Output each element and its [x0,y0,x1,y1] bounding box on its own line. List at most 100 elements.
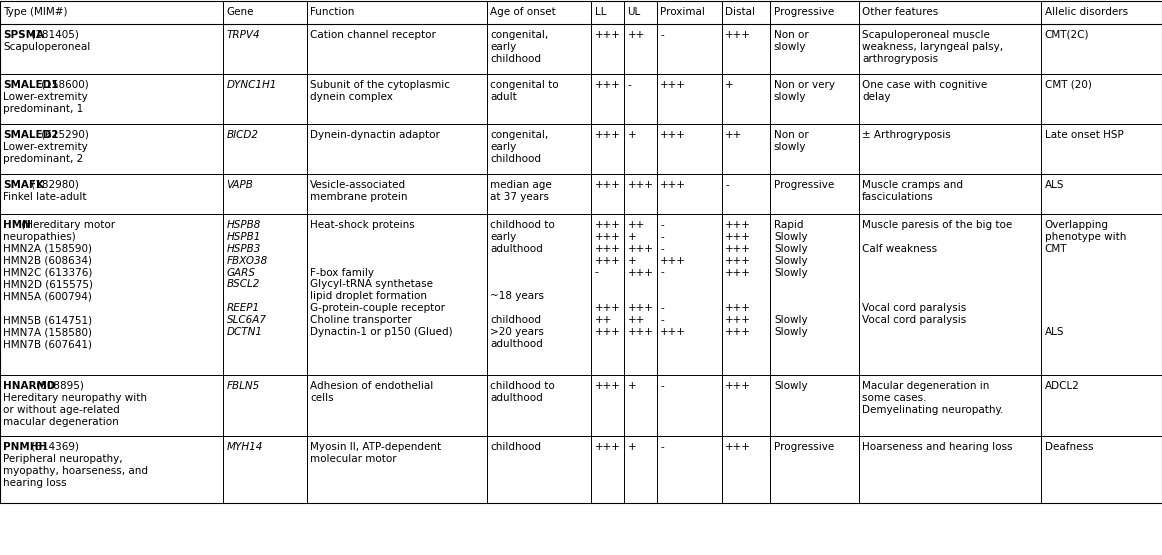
Text: dynein complex: dynein complex [310,92,393,102]
Bar [722,74,770,124]
Text: Hoarseness and hearing loss: Hoarseness and hearing loss [862,442,1013,452]
Bar [223,124,307,174]
Text: -: - [660,381,664,391]
Text: -: - [660,30,664,40]
Bar [624,24,657,74]
Text: +++: +++ [725,244,751,254]
Bar [722,214,770,375]
Text: LL: LL [595,7,607,17]
Text: Lower-extremity: Lower-extremity [3,142,88,152]
Bar [859,214,1041,375]
Text: Lower-extremity: Lower-extremity [3,92,88,102]
Text: HMN7A (158580): HMN7A (158580) [3,327,93,337]
Bar [657,1,722,24]
Text: adulthood: adulthood [490,339,543,349]
Text: HMN7B (607641): HMN7B (607641) [3,339,93,349]
Text: +++: +++ [725,255,751,266]
Bar [624,74,657,124]
Bar [770,214,859,375]
Text: UL: UL [627,7,640,17]
Bar [859,24,1041,74]
Bar [307,124,487,174]
Bar [624,124,657,174]
Bar [307,1,487,24]
Text: One case with cognitive: One case with cognitive [862,80,988,90]
Bar [1041,74,1162,124]
Text: SMALED2: SMALED2 [3,130,59,140]
Text: HMN: HMN [3,220,31,230]
Text: (182980): (182980) [28,180,79,190]
Bar [0,24,223,74]
Bar [223,214,307,375]
Text: early: early [490,42,517,52]
Bar [624,375,657,436]
Text: +: + [627,255,636,266]
Bar [591,375,624,436]
Text: MYH14: MYH14 [227,442,263,452]
Text: Rapid: Rapid [774,220,803,230]
Text: ALS: ALS [1045,327,1064,337]
Text: DCTN1: DCTN1 [227,327,263,337]
Bar [307,375,487,436]
Text: (614369): (614369) [28,442,79,452]
Bar [657,74,722,124]
Text: +++: +++ [660,327,686,337]
Text: +: + [627,231,636,242]
Text: Proximal: Proximal [660,7,705,17]
Text: DYNC1H1: DYNC1H1 [227,80,277,90]
Text: Choline transporter: Choline transporter [310,315,413,325]
Bar [1041,375,1162,436]
Bar [770,124,859,174]
Bar [859,436,1041,503]
Bar [657,174,722,214]
Text: -: - [595,268,598,278]
Text: -: - [660,442,664,452]
Text: Dynein-dynactin adaptor: Dynein-dynactin adaptor [310,130,440,140]
Text: Type (MIM#): Type (MIM#) [3,7,69,17]
Bar [859,1,1041,24]
Bar [223,436,307,503]
Text: Scapuloperoneal: Scapuloperoneal [3,42,91,52]
Text: childhood to: childhood to [490,381,555,391]
Text: Slowly: Slowly [774,327,808,337]
Text: Peripheral neuropathy,: Peripheral neuropathy, [3,453,123,464]
Bar [1041,124,1162,174]
Text: Vesicle-associated: Vesicle-associated [310,180,407,190]
Text: ALS: ALS [1045,180,1064,190]
Text: +: + [725,80,733,90]
Text: +++: +++ [725,220,751,230]
Bar [1041,174,1162,214]
Bar [657,124,722,174]
Bar [0,174,223,214]
Text: Cation channel receptor: Cation channel receptor [310,30,436,40]
Text: SPSMA: SPSMA [3,30,44,40]
Bar [859,74,1041,124]
Text: neuropathies): neuropathies) [3,231,77,242]
Text: HSPB8: HSPB8 [227,220,261,230]
Text: slowly: slowly [774,142,806,152]
Text: +++: +++ [627,244,653,254]
Bar [591,174,624,214]
Text: +: + [627,442,636,452]
Text: Progressive: Progressive [774,7,834,17]
Bar [0,1,223,24]
Text: some cases.: some cases. [862,392,927,403]
Text: Muscle cramps and: Muscle cramps and [862,180,963,190]
Text: median age: median age [490,180,552,190]
Bar [223,24,307,74]
Bar [657,214,722,375]
Text: -: - [627,80,631,90]
Text: childhood: childhood [490,315,541,325]
Bar [591,24,624,74]
Text: HMN2D (615575): HMN2D (615575) [3,279,93,290]
Text: PNMHH: PNMHH [3,442,48,452]
Text: -: - [725,180,729,190]
Text: Age of onset: Age of onset [490,7,557,17]
Text: Non or: Non or [774,130,809,140]
Text: FBLN5: FBLN5 [227,381,260,391]
Text: ADCL2: ADCL2 [1045,381,1079,391]
Text: (615290): (615290) [37,130,88,140]
Bar [624,1,657,24]
Text: HMN2B (608634): HMN2B (608634) [3,255,93,266]
Text: +++: +++ [595,442,621,452]
